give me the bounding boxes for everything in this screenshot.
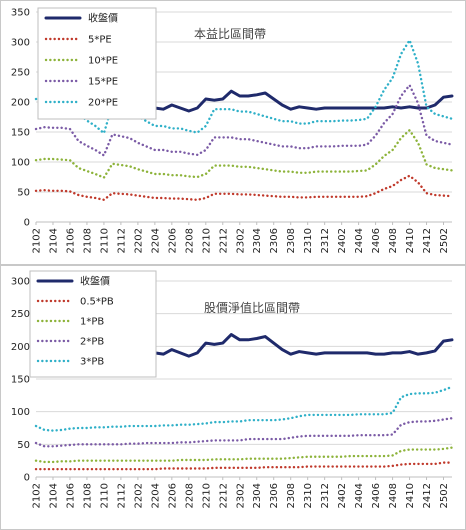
x-tick-label: 2202 bbox=[133, 483, 144, 508]
y-tick-label: 0 bbox=[24, 473, 30, 484]
series-line-3 bbox=[34, 84, 454, 157]
x-tick-label: 2106 bbox=[65, 228, 76, 253]
x-tick-label: 2206 bbox=[167, 228, 178, 253]
x-tick-label: 2302 bbox=[235, 228, 246, 253]
y-tick-label: 50 bbox=[17, 440, 30, 451]
legend-label: 20*PE bbox=[88, 98, 118, 109]
legend-label: 5*PE bbox=[88, 35, 112, 46]
series-line-2 bbox=[34, 129, 454, 179]
y-tick-label: 100 bbox=[11, 158, 30, 169]
x-tick-label: 2502 bbox=[439, 483, 450, 508]
x-tick-label: 2210 bbox=[201, 228, 212, 253]
y-tick-label: 150 bbox=[11, 375, 30, 386]
y-tick-label: 200 bbox=[11, 98, 30, 109]
series-line-4 bbox=[34, 385, 454, 432]
y-tick-label: 350 bbox=[11, 8, 30, 19]
series-line-0 bbox=[110, 80, 454, 113]
x-tick-label: 2308 bbox=[286, 228, 297, 253]
y-tick-label: 250 bbox=[11, 68, 30, 79]
x-tick-label: 2204 bbox=[150, 483, 161, 508]
x-tick-label: 2102 bbox=[32, 228, 43, 253]
x-tick-label: 2304 bbox=[252, 483, 263, 508]
x-tick-label: 2212 bbox=[218, 228, 229, 253]
x-tick-label: 2108 bbox=[82, 228, 93, 253]
chart-title: 股價淨值比區間帶 bbox=[204, 300, 300, 315]
x-tick-label: 2108 bbox=[82, 483, 93, 508]
legend-label: 3*PB bbox=[80, 357, 104, 368]
x-tick-label: 2410 bbox=[405, 483, 416, 508]
x-tick-label: 2306 bbox=[269, 228, 280, 253]
y-tick-label: 300 bbox=[11, 38, 30, 49]
x-tick-label: 2210 bbox=[201, 483, 212, 508]
x-tick-label: 2306 bbox=[269, 483, 280, 508]
y-tick-label: 50 bbox=[17, 188, 30, 199]
x-tick-label: 2410 bbox=[405, 228, 416, 253]
x-tick-label: 2406 bbox=[371, 483, 382, 508]
x-tick-label: 2406 bbox=[371, 228, 382, 253]
x-tick-label: 2312 bbox=[320, 228, 331, 253]
x-tick-label: 2312 bbox=[320, 483, 331, 508]
x-tick-label: 2502 bbox=[439, 228, 450, 253]
legend-label: 2*PB bbox=[80, 337, 104, 348]
legend-label: 收盤價 bbox=[88, 12, 118, 25]
x-tick-label: 2104 bbox=[48, 483, 59, 508]
x-tick-label: 2112 bbox=[116, 483, 127, 508]
x-tick-label: 2402 bbox=[337, 483, 348, 508]
x-tick-label: 2404 bbox=[354, 483, 365, 508]
legend-label: 收盤價 bbox=[80, 275, 110, 288]
pb-band-chart: 0 50 100 150 200 250 300 2102 2104 2106 2108 2110 21… bbox=[0, 265, 466, 530]
series-line-3 bbox=[34, 417, 454, 448]
legend-label: 10*PE bbox=[88, 56, 118, 67]
x-tick-label: 2304 bbox=[252, 228, 263, 253]
legend-label: 15*PE bbox=[88, 77, 118, 88]
x-tick-label: 2212 bbox=[218, 483, 229, 508]
pb-band-chart-panel: 0 50 100 150 200 250 300 2102 2104 2106 2108 2110 21… bbox=[0, 265, 466, 530]
y-tick-label: 100 bbox=[11, 407, 30, 418]
pe-band-chart: 0 50 100 150 200 250 300 350 2102 2104 2106 2108 211… bbox=[0, 0, 466, 265]
x-tick-label: 2204 bbox=[150, 228, 161, 253]
series-line-4 bbox=[34, 39, 454, 135]
x-tick-label: 2202 bbox=[133, 228, 144, 253]
x-tick-label: 2110 bbox=[99, 228, 110, 253]
y-tick-label: 150 bbox=[11, 128, 30, 139]
y-tick-label: 300 bbox=[11, 277, 30, 288]
x-tick-label: 2302 bbox=[235, 483, 246, 508]
x-tick-label: 2408 bbox=[388, 483, 399, 508]
series-line-1 bbox=[34, 174, 454, 201]
series-line-1 bbox=[34, 461, 454, 471]
x-tick-label: 2310 bbox=[303, 228, 314, 253]
legend-label: 0.5*PB bbox=[80, 297, 114, 308]
x-tick-label: 2106 bbox=[65, 483, 76, 508]
chart-title: 本益比區間帶 bbox=[194, 27, 266, 41]
x-tick-label: 2102 bbox=[32, 483, 43, 508]
x-tick-label: 2308 bbox=[286, 483, 297, 508]
x-tick-label: 2208 bbox=[184, 228, 195, 253]
x-tick-label: 2206 bbox=[167, 483, 178, 508]
x-tick-label: 2412 bbox=[422, 483, 433, 508]
y-tick-label: 250 bbox=[11, 309, 30, 320]
series-line-2 bbox=[34, 446, 454, 464]
legend-box bbox=[37, 7, 157, 120]
y-tick-label: 0 bbox=[24, 218, 30, 229]
x-tick-label: 2402 bbox=[337, 228, 348, 253]
x-tick-label: 2310 bbox=[303, 483, 314, 508]
x-tick-label: 2110 bbox=[99, 483, 110, 508]
series-line-0 bbox=[110, 333, 454, 358]
y-tick-label: 200 bbox=[11, 342, 30, 353]
legend-box bbox=[29, 270, 157, 378]
x-tick-label: 2112 bbox=[116, 228, 127, 253]
x-tick-label: 2412 bbox=[422, 228, 433, 253]
x-tick-label: 2408 bbox=[388, 228, 399, 253]
x-tick-label: 2404 bbox=[354, 228, 365, 253]
pe-band-chart-panel: 0 50 100 150 200 250 300 350 2102 2104 2106 2108 211… bbox=[0, 0, 466, 265]
x-tick-label: 2104 bbox=[48, 228, 59, 253]
x-tick-label: 2208 bbox=[184, 483, 195, 508]
legend-label: 1*PB bbox=[80, 317, 104, 328]
